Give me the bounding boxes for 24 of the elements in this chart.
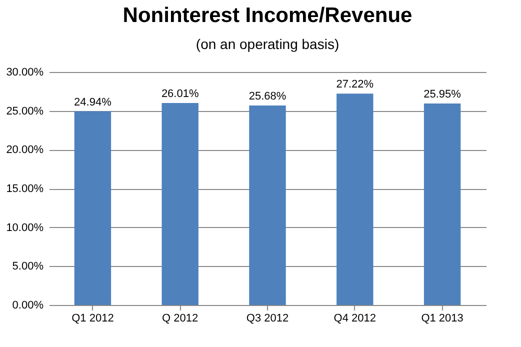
chart-title: Noninterest Income/Revenue xyxy=(122,4,412,27)
data-label: 25.95% xyxy=(424,88,462,100)
y-tick-label: 10.00% xyxy=(6,222,44,234)
bar xyxy=(74,111,112,305)
data-label: 25.68% xyxy=(248,90,286,103)
y-tick-label: 20.00% xyxy=(6,144,44,156)
bar xyxy=(336,94,374,305)
y-tick-label: 15.00% xyxy=(6,183,44,195)
chart-subtitle: (on an operating basis) xyxy=(196,36,340,52)
x-tick-label: Q 2012 xyxy=(162,312,198,324)
x-tick-label: Q4 2012 xyxy=(334,312,376,324)
y-tick-label: 25.00% xyxy=(6,105,44,118)
y-tick-label: 30.00% xyxy=(6,66,44,78)
y-tick-label: 0.00% xyxy=(12,300,44,312)
bar xyxy=(424,103,461,305)
data-label: 26.01% xyxy=(161,88,199,100)
x-tick-label: Q1 2013 xyxy=(421,312,464,324)
bar xyxy=(162,102,198,305)
x-tick-label: Q1 2012 xyxy=(72,312,114,324)
bar xyxy=(249,106,286,305)
y-tick-label: 5.00% xyxy=(12,260,44,273)
x-tick-label: Q3 2012 xyxy=(246,312,289,324)
data-label: 24.94% xyxy=(74,96,112,108)
data-label: 27.22% xyxy=(336,78,374,91)
